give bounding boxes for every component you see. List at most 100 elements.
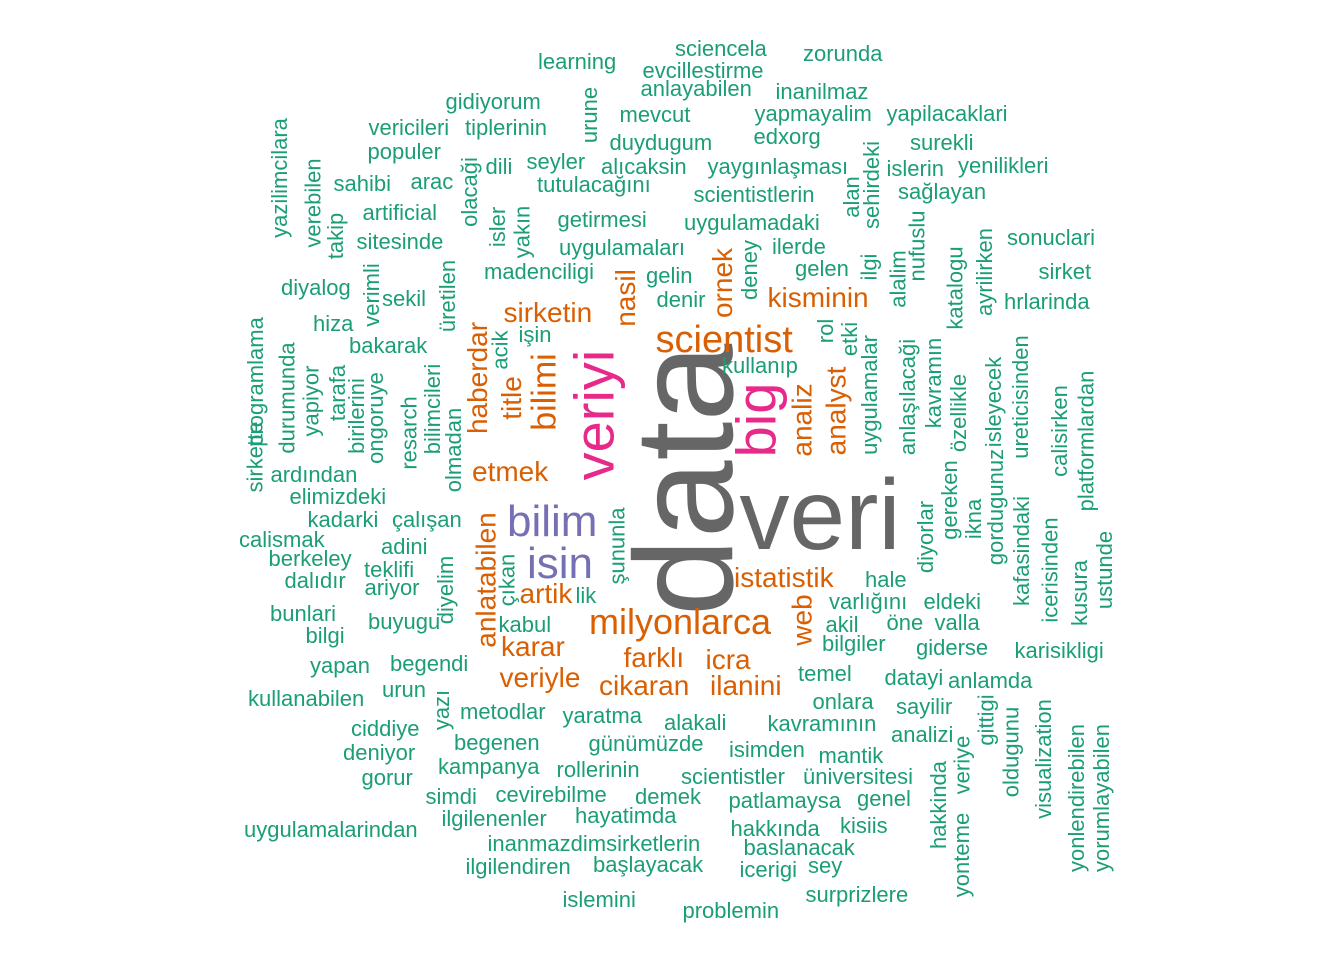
word-74-verimli: verimli xyxy=(358,263,384,327)
word-88-hiza: hiza xyxy=(313,311,354,336)
word-103-uygulamalar: uygulamalar xyxy=(856,335,882,455)
word-122-calismak: calismak xyxy=(239,527,325,552)
word-140-akil: akil xyxy=(825,612,859,637)
word-155-onlara: onlara xyxy=(812,689,874,714)
word-62-getirmesi: getirmesi xyxy=(557,207,647,232)
word-114-elimizdeki: elimizdeki xyxy=(289,484,387,509)
word-48-yayg-nla-mas: yaygınlaşması xyxy=(707,154,849,179)
word-66-uygulamadaki: uygulamadaki xyxy=(684,210,820,235)
word-94-durumunda: durumunda xyxy=(274,342,300,454)
word-20-artik: artik xyxy=(519,578,573,609)
word-162-ciddiye: ciddiye xyxy=(351,716,420,741)
word-52-dili: dili xyxy=(485,154,513,179)
word-36-mevcut: mevcut xyxy=(619,102,691,127)
word-126-berkeley: berkeley xyxy=(268,546,352,571)
word-188-kisiis: kisiis xyxy=(840,813,888,838)
word-184-genel: genel xyxy=(857,786,911,811)
word-73-ayrilirken: ayrilirken xyxy=(972,227,998,317)
word-136-eldeki: eldeki xyxy=(923,589,981,614)
word-92-bakarak: bakarak xyxy=(349,333,428,358)
word-91-i-in: işin xyxy=(518,322,552,347)
word-16-analyst: analyst xyxy=(819,366,851,456)
word-145-giderse: giderse xyxy=(916,635,989,660)
word-8-bilimi: bilimi xyxy=(525,353,564,431)
word-43-surekli: surekli xyxy=(910,130,974,155)
word-134-lik: lik xyxy=(575,583,597,608)
word-71-ilgi: ilgi xyxy=(855,253,881,281)
word-182-demek: demek xyxy=(635,784,702,809)
word-93-acik: acik xyxy=(487,330,513,370)
word-2-veriyi: veriyi xyxy=(561,349,625,481)
word-49-sehirdeki: sehirdeki xyxy=(859,140,885,230)
word-17-etmek: etmek xyxy=(472,456,549,487)
word-194-ba-layacak: başlayacak xyxy=(593,852,704,877)
word-99-yapiyor: yapiyor xyxy=(297,365,323,437)
word-68-uygulamalar: uygulamaları xyxy=(559,235,685,260)
word-124-ustunde: ustunde xyxy=(1092,530,1118,610)
word-42-duydugum: duydugum xyxy=(609,130,713,155)
word-45-populer: populer xyxy=(367,139,441,164)
word-199-problemin: problemin xyxy=(682,898,780,923)
word-61-isler: isler xyxy=(485,206,511,248)
word-26-cikaran: cikaran xyxy=(599,670,690,701)
word-39-vericileri: vericileri xyxy=(368,115,450,140)
word-51-yenilikleri: yenilikleri xyxy=(958,153,1049,178)
word-163-alakali: alakali xyxy=(664,710,727,735)
word-27-ilanini: ilanini xyxy=(710,670,782,701)
word-87-hrlarinda: hrlarinda xyxy=(1004,289,1090,314)
word-29-sciencela: sciencela xyxy=(675,36,767,61)
word-21-karar: karar xyxy=(501,631,565,662)
word-7-milyonlarca: milyonlarca xyxy=(589,601,772,642)
word-197-surprizlere: surprizlere xyxy=(805,882,909,907)
word-25-veriyle: veriyle xyxy=(499,662,581,693)
word-142-valla: valla xyxy=(934,610,980,635)
word-11-nasil: nasil xyxy=(609,269,641,327)
word-123-icerisinden: icerisinden xyxy=(1037,517,1063,623)
word-78-gelin: gelin xyxy=(646,263,693,288)
word-190-hakk-nda: hakkında xyxy=(730,816,820,841)
word-174-kampanya: kampanya xyxy=(438,754,540,779)
word-120-ikna: ikna xyxy=(961,498,987,540)
word-46-seyler: seyler xyxy=(526,149,586,174)
word-178-niversitesi: üniversitesi xyxy=(803,764,914,789)
word-186-ilgilenenler: ilgilenenler xyxy=(441,806,547,831)
word-106-resarch: resarch xyxy=(396,396,422,470)
word-9-sirketin: sirketin xyxy=(503,297,593,328)
word-157-visualization: visualization xyxy=(1030,699,1056,819)
word-108-platformlardan: platformlardan xyxy=(1072,370,1098,512)
word-121-ununla: şununla xyxy=(604,507,630,585)
word-150-datayi: datayi xyxy=(884,665,944,690)
word-40-tiplerinin: tiplerinin xyxy=(465,115,547,140)
word-95-anla-laca-i: anlaşılacaği xyxy=(895,338,921,456)
word-53-olaca-i: olacaği xyxy=(456,157,482,227)
word-47-al-caksin: alıcaksin xyxy=(601,154,687,179)
word-127-teklifi: teklifi xyxy=(364,557,415,582)
word-176-gorur: gorur xyxy=(361,765,413,790)
word-41-edxorg: edxorg xyxy=(753,124,821,149)
word-117-diyorlar: diyorlar xyxy=(913,500,939,574)
word-139-kabul: kabul xyxy=(498,612,552,637)
word-116-gereken: gereken xyxy=(936,460,962,540)
word-151-anlamda: anlamda xyxy=(948,668,1033,693)
word-109-calisirken: calisirken xyxy=(1046,385,1072,477)
word-166-yonlendirebilen: yonlendirebilen xyxy=(1064,724,1089,872)
word-156-gittigi: gittigi xyxy=(973,694,999,746)
word-34-gidiyorum: gidiyorum xyxy=(445,89,541,114)
word-118-kadarki: kadarki xyxy=(307,507,379,532)
word-5-isin: isin xyxy=(527,539,594,588)
word-77-madenciligi: madenciligi xyxy=(484,259,595,284)
word-146-karisikligi: karisikligi xyxy=(1014,638,1104,663)
word-65-yak-n: yakın xyxy=(508,205,534,259)
word-69-ilerde: ilerde xyxy=(772,234,826,259)
word-10-kisminin: kisminin xyxy=(767,282,869,313)
word-89-rol: rol xyxy=(813,318,839,344)
word-15-analiz: analiz xyxy=(786,383,818,457)
word-12-ornek: ornek xyxy=(707,247,739,319)
word-28-learning: learning xyxy=(538,49,617,74)
word-79-katalogu: katalogu xyxy=(942,246,968,330)
word-125-adini: adini xyxy=(381,534,428,559)
word-44-yazilimcilara: yazilimcilara xyxy=(266,118,292,238)
word-35-urune: urune xyxy=(577,86,603,144)
word-159-yaratma: yaratma xyxy=(562,703,642,728)
word-83-alalim: alalim xyxy=(885,250,911,308)
